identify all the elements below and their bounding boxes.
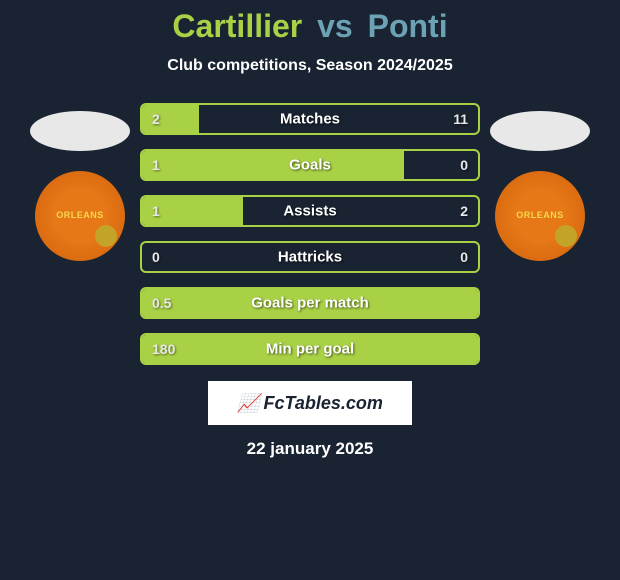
date-text: 22 january 2025 xyxy=(0,439,620,459)
player2-club-badge: ORLEANS xyxy=(495,171,585,261)
stat-value-left: 1 xyxy=(152,157,160,173)
title: Cartillier vs Ponti xyxy=(0,8,620,45)
stat-value-left: 0 xyxy=(152,249,160,265)
brand-text: FcTables.com xyxy=(264,393,383,414)
stat-row: 0.5 Goals per match xyxy=(140,287,480,319)
stat-row: 2 Matches 11 xyxy=(140,103,480,135)
stat-label: Assists xyxy=(283,203,336,220)
subtitle: Club competitions, Season 2024/2025 xyxy=(0,57,620,75)
stat-row: 180 Min per goal xyxy=(140,333,480,365)
stat-label: Goals per match xyxy=(251,295,369,312)
player2-avatar xyxy=(490,111,590,151)
stat-value-left: 2 xyxy=(152,111,160,127)
player1-column: ORLEANS xyxy=(30,103,130,261)
stat-value-right: 2 xyxy=(460,203,468,219)
stat-label: Min per goal xyxy=(266,341,354,358)
stat-label: Goals xyxy=(289,157,331,174)
player1-name: Cartillier xyxy=(172,8,302,44)
stat-value-left: 180 xyxy=(152,341,175,357)
content-row: ORLEANS 2Matches111Goals01Assists20Hattr… xyxy=(0,103,620,365)
stat-label: Hattricks xyxy=(278,249,342,266)
infographic-container: Cartillier vs Ponti Club competitions, S… xyxy=(0,0,620,580)
brand-box: 📈 FcTables.com xyxy=(208,381,412,425)
player1-club-badge: ORLEANS xyxy=(35,171,125,261)
stat-label: Matches xyxy=(280,111,340,128)
stat-value-left: 1 xyxy=(152,203,160,219)
stat-value-right: 0 xyxy=(460,157,468,173)
stat-fill-left xyxy=(142,105,199,133)
vs-text: vs xyxy=(317,8,353,44)
player2-column: ORLEANS xyxy=(490,103,590,261)
player2-name: Ponti xyxy=(368,8,448,44)
club-badge-text: ORLEANS xyxy=(56,211,104,221)
stat-row: 1 Goals 0 xyxy=(140,149,480,181)
stat-fill-left xyxy=(142,151,404,179)
stat-row: 0 Hattricks 0 xyxy=(140,241,480,273)
club-badge-text: ORLEANS xyxy=(516,211,564,221)
brand-icon: 📈 xyxy=(237,393,259,414)
player1-avatar xyxy=(30,111,130,151)
stat-row: 1 Assists 2 xyxy=(140,195,480,227)
stat-value-left: 0.5 xyxy=(152,295,171,311)
stats-column: 2Matches111Goals01Assists20Hattricks00.5… xyxy=(140,103,480,365)
stat-value-right: 11 xyxy=(453,111,468,127)
stat-value-right: 0 xyxy=(460,249,468,265)
